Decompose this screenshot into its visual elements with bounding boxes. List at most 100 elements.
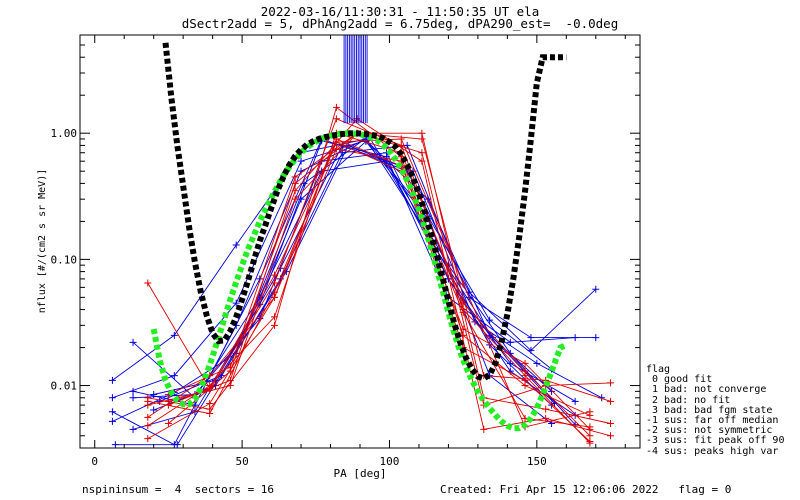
series-19-point-4 xyxy=(332,138,340,146)
legend-item-no-fit: 2 bad: no fit xyxy=(646,394,731,406)
series-16-point-4 xyxy=(332,103,340,111)
series-8-point-7 xyxy=(506,338,514,346)
series-10-point-1 xyxy=(129,338,137,346)
series-line-1 xyxy=(112,138,552,381)
legend-item-bad-fgm-state: 3 bad: bad fgm state xyxy=(646,404,773,416)
series-20-point-5 xyxy=(418,149,426,157)
series-8-point-8 xyxy=(571,334,579,342)
series-4-point-2 xyxy=(173,441,181,448)
series-15-point-7 xyxy=(521,367,529,375)
legend-item-not-symmetric: -2 sus: not symmetric xyxy=(646,425,773,437)
x-tick-label: 150 xyxy=(527,455,547,468)
series-11-point-1 xyxy=(129,387,137,395)
series-17-point-1 xyxy=(144,413,152,421)
series-14-point-3 xyxy=(271,279,279,287)
footer-spin-info: nspininsum = 4 sectors = 16 xyxy=(82,483,275,496)
series-5-point-1 xyxy=(108,417,116,425)
series-23-point-5 xyxy=(418,129,426,137)
series-23-point-8 xyxy=(607,420,615,428)
series-6-point-7 xyxy=(527,334,535,342)
series-6-point-8 xyxy=(592,334,600,342)
series-19-point-7 xyxy=(521,359,529,367)
x-tick-label: 0 xyxy=(91,455,98,468)
series-15-point-2 xyxy=(206,382,214,390)
y-tick-label: 0.10 xyxy=(51,253,78,266)
series-line-12 xyxy=(159,144,602,402)
series-13-point-5 xyxy=(397,135,405,143)
series-21-point-5 xyxy=(418,157,426,165)
series-21-point-6 xyxy=(480,425,488,433)
legend-item-peaks-high-var: -4 sus: peaks high var xyxy=(646,445,779,457)
series-7-point-8 xyxy=(592,285,600,293)
series-line-19 xyxy=(147,141,591,430)
y-tick-label: 1.00 xyxy=(51,127,78,140)
series-18-point-7 xyxy=(521,376,529,384)
series-1-point-1 xyxy=(108,376,116,384)
series-20-point-8 xyxy=(607,379,615,387)
series-18-point-2 xyxy=(206,400,214,408)
series-line-5 xyxy=(112,140,552,424)
legend-item-not-converge: 1 bad: not converge xyxy=(646,384,767,396)
y-tick-label: 0.01 xyxy=(51,380,78,393)
series-line-17 xyxy=(147,138,590,428)
series-2-point-4 xyxy=(297,157,305,165)
series-2-point-2 xyxy=(170,372,178,380)
series-2-point-8 xyxy=(548,387,556,395)
series-22-point-3 xyxy=(291,173,299,181)
series-23-point-3 xyxy=(291,195,299,203)
x-tick-label: 50 xyxy=(235,455,248,468)
series-1-point-2 xyxy=(170,331,178,339)
series-18-point-1 xyxy=(144,435,152,443)
axes-layer: 0 50 100 150 0.01 0.10 1.00 xyxy=(51,34,640,468)
footer-created-info: Created: Fri Apr 15 12:06:06 2022 flag =… xyxy=(440,483,732,496)
series-22-point-8 xyxy=(607,397,615,405)
fit-curves-layer xyxy=(150,42,568,432)
series-23-point-1 xyxy=(164,397,172,405)
legend-title: flag xyxy=(646,364,671,375)
series-15-point-1 xyxy=(144,422,152,430)
series-9-point-8 xyxy=(571,397,579,405)
series-22-point-2 xyxy=(226,363,234,371)
series-line-8 xyxy=(132,140,576,430)
series-9-point-1 xyxy=(129,394,137,402)
series-line-20 xyxy=(168,132,611,406)
black-fit-curve xyxy=(162,42,567,382)
series-21-point-3 xyxy=(291,187,299,195)
series-1-point-3 xyxy=(232,241,240,249)
series-line-2 xyxy=(112,139,552,399)
series-16-point-3 xyxy=(271,321,279,329)
series-16-point-8 xyxy=(586,411,594,419)
series-2-point-3 xyxy=(232,299,240,307)
legend-item-good-fit: 0 good fit xyxy=(646,374,713,386)
chart-title-line-1: 2022-03-16/11:30:31 - 11:50:35 UT ela xyxy=(260,4,540,19)
series-14-point-4 xyxy=(332,115,340,123)
series-19-point-3 xyxy=(271,288,279,296)
series-13-point-3 xyxy=(271,271,279,279)
series-19-point-2 xyxy=(206,410,214,418)
series-23-point-7 xyxy=(542,405,550,413)
series-line-14 xyxy=(147,118,591,444)
series-7-point-7 xyxy=(527,346,535,354)
series-line-18 xyxy=(147,148,591,442)
series-13-point-1 xyxy=(144,279,152,287)
series-21-point-7 xyxy=(542,414,550,422)
series-13-point-6 xyxy=(459,280,467,288)
series-2-point-1 xyxy=(108,394,116,402)
series-21-point-1 xyxy=(164,420,172,428)
series-12-point-7 xyxy=(533,359,541,367)
green-fit-curve xyxy=(150,130,568,432)
series-5-point-8 xyxy=(548,420,556,428)
series-line-22 xyxy=(168,132,611,402)
series-15-point-6 xyxy=(459,299,467,307)
series-18-point-8 xyxy=(586,438,594,446)
series-5-point-4 xyxy=(297,195,305,203)
data-series-layer xyxy=(108,35,615,448)
x-axis-label: PA [deg] xyxy=(334,467,387,480)
series-4-point-1 xyxy=(111,441,119,448)
chart-title-line-2: dSectr2add = 5, dPhAng2add = 6.75deg, dP… xyxy=(181,16,619,31)
x-tick-label: 100 xyxy=(380,455,400,468)
series-19-point-1 xyxy=(144,397,152,405)
series-6-point-5 xyxy=(403,141,411,149)
series-line-15 xyxy=(147,132,591,437)
flag-legend: flag 0 good fit 1 bad: not converge 2 ba… xyxy=(646,364,784,457)
